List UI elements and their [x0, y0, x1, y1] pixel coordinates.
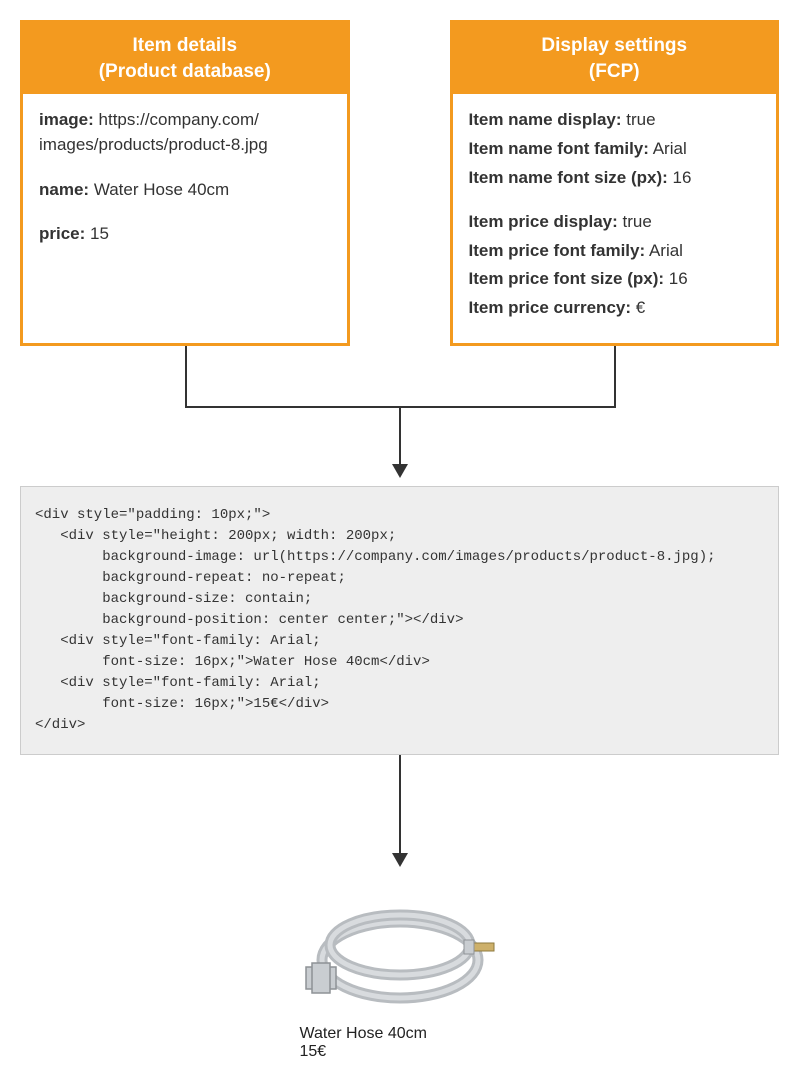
- field-image-value-1: https://company.com/: [99, 110, 259, 129]
- item-details-body: image: https://company.com/ images/produ…: [23, 94, 347, 269]
- conn-left-v: [185, 346, 187, 406]
- field-image-value-2: images/products/product-8.jpg: [39, 135, 268, 154]
- field-price-display: Item price display: true: [469, 210, 761, 235]
- field-name-fs: Item name font size (px): 16: [469, 166, 761, 191]
- field-name-value: Water Hose 40cm: [94, 180, 229, 199]
- conn-right-v: [614, 346, 616, 406]
- code-l10: font-size: 16px;">15€</div>: [35, 696, 329, 712]
- item-details-title-1: Item details: [31, 33, 339, 59]
- result-connector: [20, 755, 779, 875]
- arrow-down-icon: [392, 464, 408, 478]
- code-l02: <div style="height: 200px; width: 200px;: [35, 528, 396, 544]
- item-details-header: Item details (Product database): [23, 23, 347, 94]
- field-image: image: https://company.com/ images/produ…: [39, 108, 331, 157]
- field-name-label: name:: [39, 180, 89, 199]
- source-cards-row: Item details (Product database) image: h…: [20, 20, 779, 346]
- item-details-title-2: (Product database): [31, 59, 339, 85]
- field-price-value: 15: [90, 224, 109, 243]
- result-name: Water Hose 40cm: [300, 1025, 500, 1043]
- code-l06: background-position: center center;"></d…: [35, 612, 463, 628]
- field-name-ff: Item name font family: Arial: [469, 137, 761, 162]
- conn2-v: [399, 755, 401, 855]
- field-image-label: image:: [39, 110, 94, 129]
- code-l09: <div style="font-family: Arial;: [35, 675, 321, 691]
- result-price: 15€: [300, 1043, 500, 1061]
- display-settings-header: Display settings (FCP): [453, 23, 777, 94]
- code-l08: font-size: 16px;">Water Hose 40cm</div>: [35, 654, 430, 670]
- generated-html-code: <div style="padding: 10px;"> <div style=…: [20, 486, 779, 755]
- field-price-curr: Item price currency: €: [469, 296, 761, 321]
- product-image: [300, 885, 500, 1015]
- code-l04: background-repeat: no-repeat;: [35, 570, 346, 586]
- code-l03: background-image: url(https://company.co…: [35, 549, 716, 565]
- field-name: name: Water Hose 40cm: [39, 178, 331, 203]
- field-price-ff: Item price font family: Arial: [469, 239, 761, 264]
- code-l11: </div>: [35, 717, 85, 733]
- merge-connector: [20, 346, 779, 486]
- display-settings-title-1: Display settings: [461, 33, 769, 59]
- field-price-label: price:: [39, 224, 85, 243]
- item-details-card: Item details (Product database) image: h…: [20, 20, 350, 346]
- display-settings-body: Item name display: true Item name font f…: [453, 94, 777, 342]
- display-settings-card: Display settings (FCP) Item name display…: [450, 20, 780, 346]
- code-l07: <div style="font-family: Arial;: [35, 633, 321, 649]
- code-l01: <div style="padding: 10px;">: [35, 507, 270, 523]
- rendered-result: Water Hose 40cm 15€: [290, 875, 510, 1071]
- code-l05: background-size: contain;: [35, 591, 312, 607]
- display-settings-title-2: (FCP): [461, 59, 769, 85]
- arrow-down-icon-2: [392, 853, 408, 867]
- field-name-display: Item name display: true: [469, 108, 761, 133]
- conn-center-v: [399, 406, 401, 466]
- field-price: price: 15: [39, 222, 331, 247]
- hose-icon: [300, 885, 500, 1015]
- field-price-fs: Item price font size (px): 16: [469, 267, 761, 292]
